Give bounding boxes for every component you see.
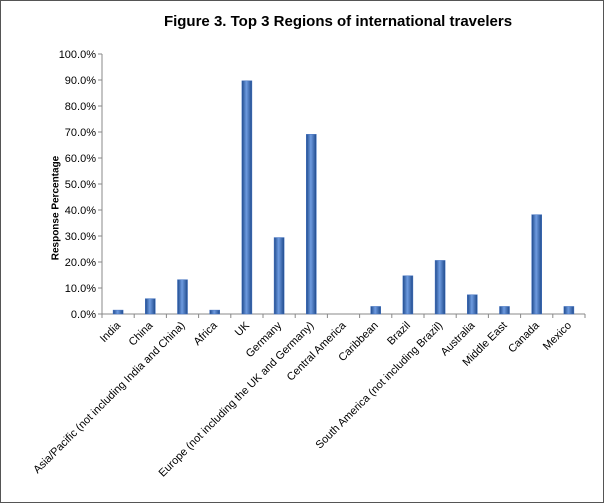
bar bbox=[273, 237, 285, 315]
y-tick-label: 20.0% bbox=[65, 257, 96, 269]
y-tick-label: 90.0% bbox=[65, 75, 96, 87]
bar bbox=[402, 275, 414, 315]
bar bbox=[209, 309, 220, 315]
bar bbox=[499, 306, 510, 315]
bar bbox=[531, 214, 542, 315]
bar bbox=[563, 306, 575, 315]
bar bbox=[467, 294, 478, 315]
bar bbox=[177, 279, 188, 315]
y-axis-label: Response Percentage bbox=[51, 155, 62, 260]
bar bbox=[370, 306, 381, 315]
chart-title: Figure 3. Top 3 Regions of international… bbox=[164, 13, 512, 30]
y-tick-label: 50.0% bbox=[65, 179, 96, 191]
y-tick-label: 80.0% bbox=[65, 101, 96, 113]
y-tick-label: 60.0% bbox=[65, 153, 96, 165]
y-tick-label: 40.0% bbox=[65, 205, 96, 217]
bar bbox=[112, 309, 124, 315]
y-tick-label: 10.0% bbox=[65, 283, 96, 295]
bar bbox=[306, 134, 317, 315]
y-tick-label: 0.0% bbox=[71, 309, 96, 321]
y-tick-label: 100.0% bbox=[59, 49, 97, 61]
y-tick-label: 30.0% bbox=[65, 231, 96, 243]
bar bbox=[434, 260, 446, 315]
bar bbox=[241, 80, 253, 315]
y-tick-label: 70.0% bbox=[65, 127, 96, 139]
bar bbox=[145, 298, 156, 315]
